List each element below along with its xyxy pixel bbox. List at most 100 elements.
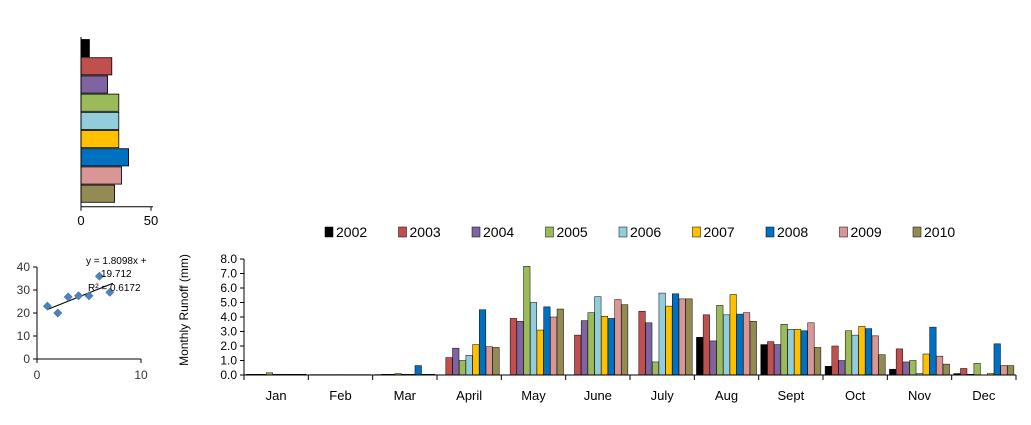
bar-2005-May — [523, 266, 531, 376]
x-tick-label: Feb — [329, 388, 351, 403]
bar-2005-Nov — [909, 360, 917, 376]
y-tick-label: 4.0 — [220, 310, 237, 324]
bar-2009-April — [485, 346, 493, 376]
bar-2009-July — [678, 298, 686, 376]
bar-2008-Nov — [929, 326, 937, 376]
bar-2006-Aug — [723, 314, 730, 376]
scatter-point — [105, 287, 115, 297]
bar-2006-May — [530, 302, 537, 376]
legend-label-2004: 2004 — [483, 224, 514, 240]
bar-2004-Sept — [773, 344, 781, 376]
y-axis-label: Monthly Runoff (mm) — [177, 254, 191, 366]
bar-2010-July — [685, 298, 693, 376]
y-tick-label: 20 — [17, 306, 31, 320]
bar-2010-Oct — [878, 354, 886, 376]
bar-2006-June — [594, 296, 602, 376]
bar-2003-Nov — [895, 348, 903, 376]
bar-2007 — [80, 130, 120, 149]
bar-2009-Aug — [743, 312, 751, 376]
bar-2008-May — [543, 306, 551, 376]
bar-2010-May — [556, 308, 564, 376]
bar-2003-Oct — [831, 345, 839, 376]
bar-2006 — [80, 111, 120, 130]
r-squared-label: R² = 0.6172 — [88, 283, 141, 294]
bar-2005-Aug — [716, 305, 724, 376]
bar-2010-Dec — [1007, 365, 1015, 376]
y-tick-label: 7.0 — [220, 267, 237, 281]
y-tick-label: 10 — [17, 329, 31, 343]
scatter-point — [94, 271, 104, 281]
bar-2009-Oct — [871, 335, 879, 376]
bar-2003 — [80, 57, 113, 76]
monthly-runoff-chart: Monthly Runoff (mm) 0.01.02.03.04.05.06.… — [177, 252, 1017, 403]
bar-2007-April — [472, 344, 480, 376]
bar-2010 — [80, 184, 115, 203]
legend-label-2007: 2007 — [704, 224, 735, 240]
bar-2008 — [80, 148, 129, 167]
bar-2004-May — [516, 321, 524, 376]
trendline-equation-constant: 19.712 — [101, 269, 132, 280]
bar-2005-June — [587, 312, 595, 376]
legend-swatch-2006 — [618, 226, 628, 238]
bar-2002 — [80, 39, 90, 58]
bar-2007-Sept — [794, 329, 802, 376]
legend-swatch-2009 — [839, 226, 848, 238]
legend-swatch-2010 — [912, 226, 922, 238]
bar-2010-Aug — [749, 321, 757, 376]
bar-2008-Oct — [865, 328, 873, 376]
x-tick-label: April — [456, 388, 482, 403]
bar-2004-Oct — [838, 360, 846, 376]
x-tick-label: Sept — [777, 388, 804, 403]
bar-2008-Aug — [736, 313, 744, 376]
x-tick-label: 10 — [134, 368, 148, 382]
bar-2004-Aug — [709, 340, 717, 376]
bar-2005 — [80, 93, 120, 112]
bar-2002-Nov — [889, 368, 897, 376]
bar-2008-Mar — [414, 365, 422, 376]
bar-2009 — [80, 166, 122, 185]
y-tick-label: 2.0 — [220, 339, 237, 353]
legend-label-2003: 2003 — [410, 224, 441, 240]
bar-2008-June — [607, 318, 615, 376]
y-tick-label: 6.0 — [220, 281, 237, 295]
bar-2006-April — [465, 355, 473, 376]
bar-2007-June — [601, 316, 609, 376]
legend-label-2009: 2009 — [851, 224, 882, 240]
y-tick-label: 0 — [23, 352, 30, 366]
bar-2004-Nov — [902, 361, 910, 376]
scatter-point — [84, 291, 94, 301]
bar-2005-April — [458, 360, 466, 376]
bar-2007-Nov — [922, 353, 930, 376]
y-tick-label: 8.0 — [220, 252, 237, 266]
bar-2004-July — [645, 322, 653, 376]
y-tick-label: 1.0 — [220, 354, 237, 368]
x-tick-label: Dec — [972, 388, 996, 403]
legend-swatch-2007 — [692, 226, 701, 238]
bar-2009-Nov — [936, 355, 944, 376]
legend-label-2002: 2002 — [336, 224, 367, 240]
bar-2003-Dec — [960, 368, 968, 376]
bar-2003-Sept — [767, 341, 775, 376]
x-tick-label: Oct — [845, 388, 866, 403]
bar-2010-Sept — [814, 347, 822, 376]
bar-2007-Aug — [729, 294, 737, 376]
legend-swatch-2003 — [398, 226, 407, 238]
x-tick-label: Jan — [266, 388, 287, 403]
legend-swatch-2008 — [765, 226, 775, 238]
bar-2003-May — [509, 318, 517, 376]
horizontal-bar-chart: 0 50 — [77, 37, 158, 228]
x-tick-label: 0 — [77, 213, 84, 228]
x-tick-label: Aug — [715, 388, 738, 403]
y-tick-label: 3.0 — [220, 325, 237, 339]
bar-2002-Sept — [760, 344, 768, 376]
bar-2005-Sept — [780, 324, 788, 376]
bar-2009-Dec — [1000, 365, 1008, 376]
trendline-equation: y = 1.8098x + — [86, 256, 147, 267]
scatter-point — [53, 308, 63, 318]
bar-2004-April — [452, 347, 460, 376]
bar-2008-Sept — [800, 330, 808, 376]
x-tick-label: May — [521, 388, 546, 403]
legend-label-2008: 2008 — [777, 224, 808, 240]
bar-2002-Oct — [824, 366, 832, 376]
